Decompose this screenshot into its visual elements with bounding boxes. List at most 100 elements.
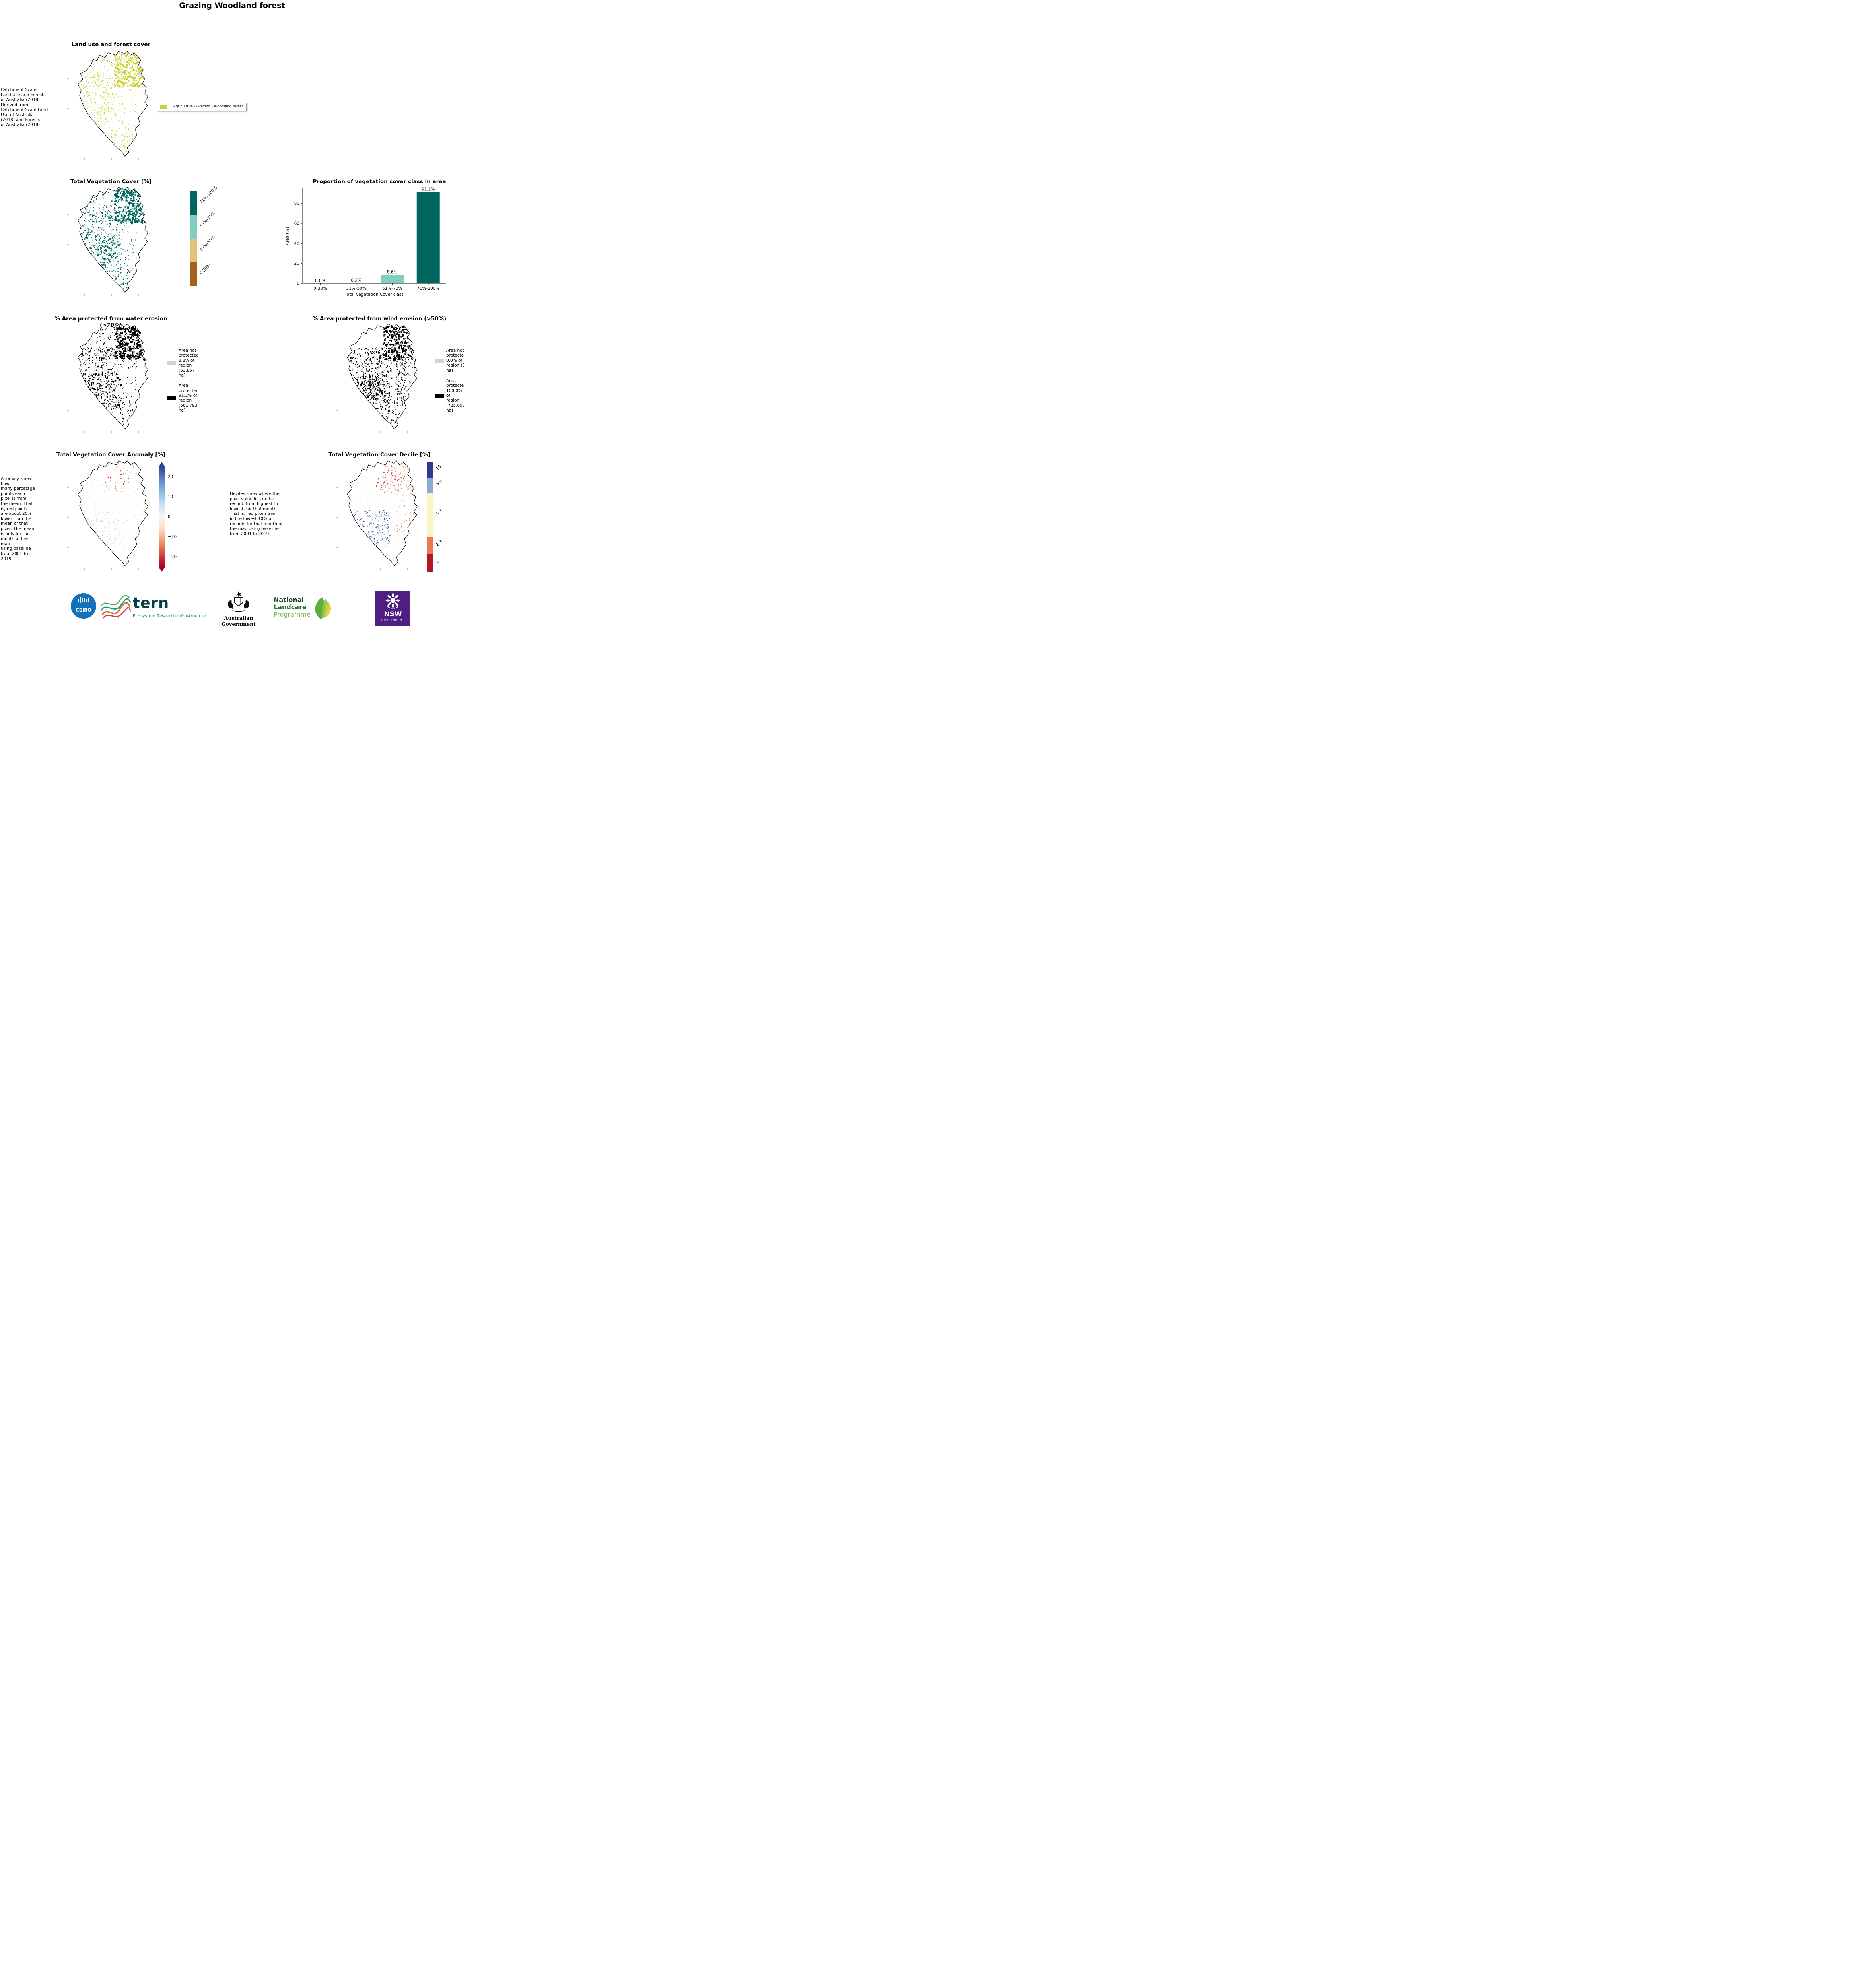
nsw-government-label: GOVERNMENT [381, 619, 404, 622]
colorbar-segment [427, 493, 433, 537]
landuse-map [67, 50, 155, 161]
csiro-logo-marks: CSIRO [76, 597, 91, 613]
decile-panel-title: Total Vegetation Cover Decile [%] [328, 452, 430, 458]
y-tick-label: 20 [294, 261, 299, 266]
bar-value-label: 0.0% [315, 278, 326, 283]
water-erosion-legend: Area not protected 8.8% of region (63,85… [167, 348, 199, 413]
anomaly-colorbar: 20 10 0 −10 −20 [159, 462, 177, 572]
map-canvas [336, 460, 418, 570]
colorbar-tick-label: 10 [168, 494, 173, 499]
water-erosion-map [67, 323, 155, 433]
colorbar-segment [427, 477, 433, 493]
landuse-source-note: Catchment Scale Land Use and Forests of … [1, 87, 48, 128]
colorbar-segment [190, 191, 197, 215]
y-tick-label: 0 [297, 282, 299, 286]
bar-value-label: 91.2% [422, 187, 435, 192]
y-tick-label: 40 [294, 241, 299, 246]
tvc-map [67, 186, 155, 297]
legend-entry: Area protected 100.0% of region (725,650… [435, 378, 464, 413]
colorbar-arrow-up-icon [159, 462, 165, 467]
map-canvas [336, 324, 418, 433]
wind-erosion-legend: Area not protected 0.0% of region (0 ha)… [435, 348, 464, 413]
landcare-word-landcare: Landcare [274, 603, 307, 611]
wind-erosion-map [336, 323, 424, 433]
csiro-logo: CSIRO [71, 593, 96, 619]
legend-swatch [435, 394, 444, 398]
legend-label: Area protected 91.2% of region (661,793 … [179, 383, 199, 413]
bar [381, 275, 404, 283]
legend-entry: 1 Agriculture - Grazing - Woodland fores… [160, 105, 243, 109]
x-tick-label: 0-30% [313, 286, 327, 291]
colorbar-segment [427, 536, 433, 554]
colorbar-tick-label: −10 [168, 534, 177, 540]
colorbar-segment [190, 239, 197, 262]
map-canvas [67, 187, 148, 296]
decile-map [336, 460, 424, 570]
colorbar-tick-label: 2-3 [435, 539, 443, 547]
csiro-wordmark: CSIRO [76, 607, 91, 613]
bar-value-label: 0.2% [351, 278, 361, 283]
legend-swatch [160, 105, 167, 109]
australian-government-logo: Australian Government [211, 591, 266, 627]
wind-erosion-panel-title: % Area protected from wind erosion (>50%… [312, 316, 447, 322]
colorbar-tick-label: 1 [435, 559, 440, 565]
x-tick-label: 31%-50% [346, 286, 366, 291]
legend-swatch [167, 396, 176, 400]
x-axis-label: Total Vegetation Cover class [344, 292, 404, 297]
water-erosion-panel-title: % Area protected from water erosion (>70… [54, 316, 167, 328]
anomaly-colorbar-gradient [159, 467, 165, 567]
bar [416, 192, 440, 283]
y-axis-label: Area (%) [285, 227, 290, 245]
commonwealth-coat-of-arms-icon [227, 591, 250, 612]
legend-swatch [435, 358, 444, 363]
landuse-panel-title: Land use and forest cover [71, 41, 151, 48]
nsw-wordmark: NSW [384, 610, 402, 618]
colorbar-segment [190, 215, 197, 239]
legend-label: Area not protected 8.8% of region (63,85… [179, 348, 199, 378]
indigenous-artwork [101, 595, 131, 619]
legend-label: Area protected 100.0% of region (725,650… [446, 378, 464, 413]
report-page: Grazing Woodland forest Land use and for… [0, 0, 464, 628]
x-tick-label: 51%-70% [382, 286, 402, 291]
tvc-panel-title: Total Vegetation Cover [%] [70, 179, 152, 185]
legend-label: Area not protected 0.0% of region (0 ha) [446, 348, 464, 373]
landuse-legend: 1 Agriculture - Grazing - Woodland fores… [157, 103, 247, 111]
colorbar-tick-label: 0-30% [198, 263, 212, 276]
anomaly-map [67, 460, 155, 570]
landcare-logo: National Landcare Programme [274, 596, 311, 618]
colorbar-tick-label: 51%-70% [198, 211, 216, 229]
anomaly-panel-title: Total Vegetation Cover Anomaly [%] [56, 452, 166, 458]
colorbar-tick-label: 31%-50% [198, 234, 216, 252]
legend-entry: Area not protected 0.0% of region (0 ha) [435, 348, 464, 373]
map-canvas [67, 324, 148, 433]
bar-value-label: 8.6% [387, 270, 398, 274]
map-canvas [67, 51, 148, 160]
x-tick-label: 71%-100% [417, 286, 439, 291]
colorbar-tick-label: −20 [168, 554, 177, 559]
colorbar-tick-label: 10 [435, 464, 442, 472]
colorbar-segment [190, 262, 197, 286]
colorbar-tick-label: 0 [168, 514, 171, 519]
waratah-icon: NSW GOVERNMENT [381, 593, 404, 622]
tern-logo: tern Ecosystem Research Infrastructure [133, 596, 206, 619]
colorbar-tick-label: 4-7 [435, 508, 443, 516]
colorbar-segment [427, 554, 433, 572]
legend-entry: Area protected 91.2% of region (661,793 … [167, 383, 199, 413]
colorbar-tick-label: 8-9 [435, 478, 443, 487]
australian-government-label: Australian Government [222, 615, 256, 627]
tern-tagline: Ecosystem Research Infrastructure [133, 614, 206, 619]
page-title: Grazing Woodland forest [179, 1, 285, 10]
colorbar-arrow-down-icon [159, 567, 165, 572]
legend-swatch [167, 361, 176, 365]
legend-entry: Area not protected 8.8% of region (63,85… [167, 348, 199, 378]
bar-chart-title: Proportion of vegetation cover class in … [313, 179, 446, 185]
map-canvas [67, 460, 148, 570]
tern-wordmark: tern [133, 594, 169, 612]
landcare-word-programme: Programme [274, 610, 311, 618]
nsw-government-logo: NSW GOVERNMENT [375, 591, 410, 626]
colorbar-tick-label: 71%-100% [198, 185, 218, 205]
landcare-leaves-icon [315, 597, 331, 619]
colorbar-tick-label: 20 [168, 474, 173, 480]
colorbar-segment [427, 462, 433, 478]
vegetation-cover-bar-chart: 0 20 40 60 80 Area (%) 0.0% 0-30% 0.2% 31%-50% 8.6… [285, 187, 446, 297]
